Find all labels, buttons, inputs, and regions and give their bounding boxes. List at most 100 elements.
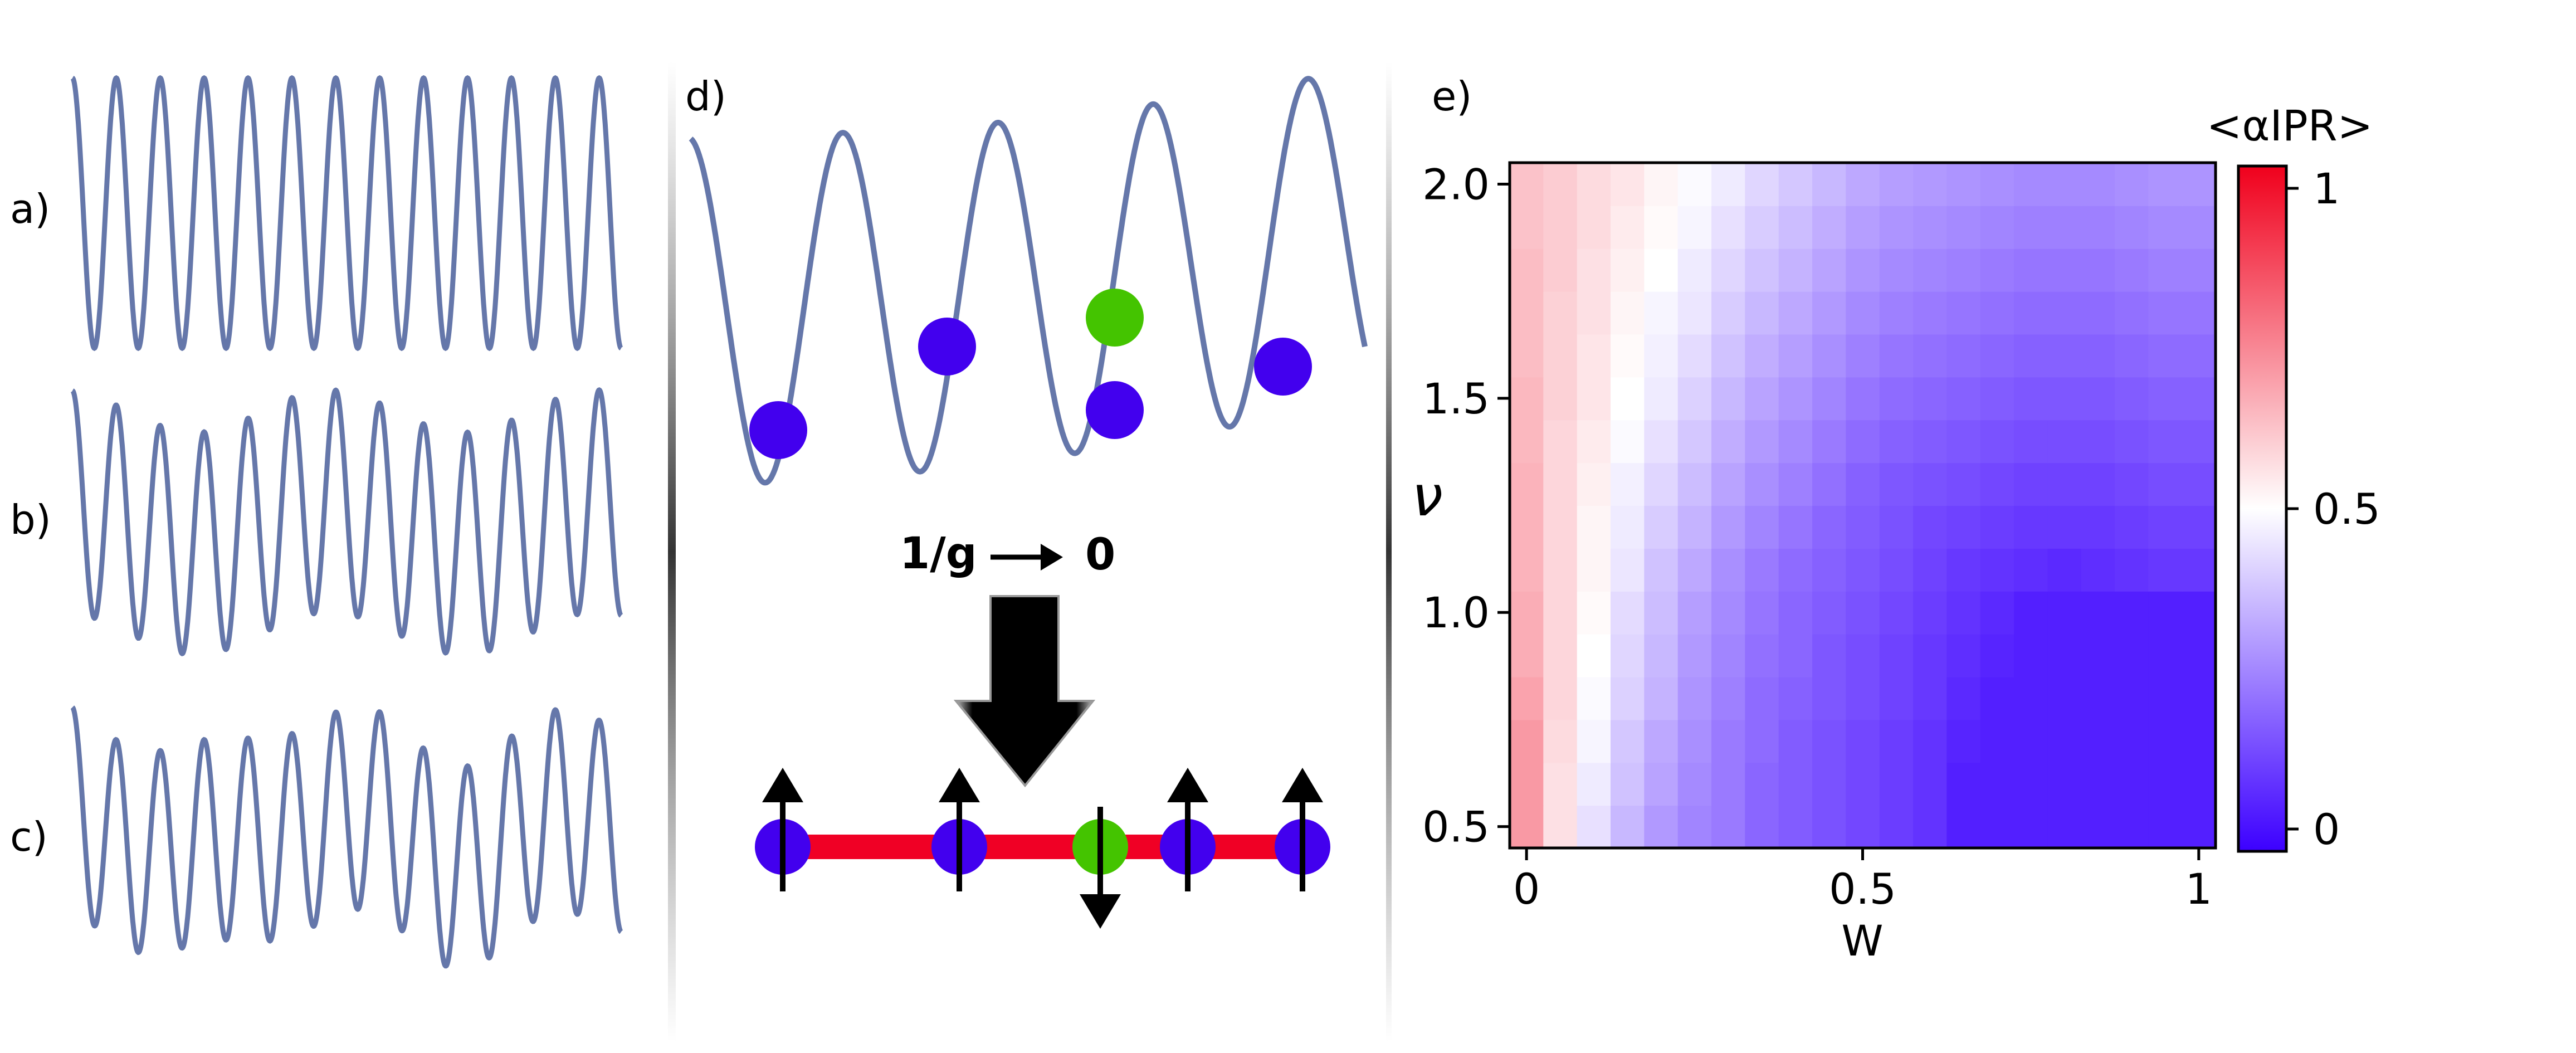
heatmap-cell (1980, 377, 2014, 421)
heatmap-cell (1745, 505, 1779, 549)
heatmap-cell (1543, 163, 1578, 206)
heatmap-cell (1913, 762, 1948, 806)
heatmap-cell (2148, 676, 2183, 720)
heatmap-cell (1677, 719, 1712, 763)
heatmap-cell (1980, 719, 2014, 763)
heatmap-cell (2182, 334, 2216, 378)
heatmap-cell (1577, 334, 1611, 378)
spin-site-down (1072, 807, 1128, 929)
heatmap-cell (2148, 420, 2183, 464)
heatmap-cell (1644, 633, 1679, 677)
heatmap-cell (1846, 462, 1880, 506)
colorbar-tick-label: 1 (2313, 164, 2340, 213)
panel-label-c: c) (10, 813, 48, 860)
heatmap-cell (1611, 377, 1645, 421)
heatmap-cell (1644, 163, 1679, 206)
heatmap-cell (2115, 805, 2149, 849)
y-tick-label: 0.5 (1422, 802, 1490, 852)
heatmap-cell (1611, 719, 1645, 763)
heatmap-cell (2148, 248, 2183, 292)
heatmap-cell (2081, 205, 2115, 249)
heatmap-cell (1745, 719, 1779, 763)
heatmap-cell (1543, 291, 1578, 335)
heatmap-cell (1980, 591, 2014, 635)
heatmap-cell (1913, 420, 1948, 464)
heatmap-cell (1711, 719, 1746, 763)
heatmap-cell (1677, 462, 1712, 506)
heatmap-cell (1510, 505, 1544, 549)
heatmap-cell (1677, 633, 1712, 677)
heatmap-cell (1543, 377, 1578, 421)
panel-separator-left (668, 61, 676, 1042)
heatmap-cell (2115, 676, 2149, 720)
heatmap-cell (2081, 420, 2115, 464)
heatmap-cell (1778, 334, 1813, 378)
heatmap-cell (1510, 377, 1544, 421)
heatmap-cell (1778, 548, 1813, 592)
heatmap-cell (1879, 676, 1914, 720)
heatmap-cell (1812, 762, 1847, 806)
heatmap-cell (1778, 205, 1813, 249)
heatmap-cell (2115, 420, 2149, 464)
heatmap-cell (1913, 291, 1948, 335)
panel-label-d: d) (685, 73, 726, 120)
heatmap-cell (2014, 805, 2048, 849)
heatmap-cell (1510, 548, 1544, 592)
panel-label-e: e) (1432, 73, 1472, 120)
heatmap-cell (1577, 462, 1611, 506)
heatmap-cell (1980, 462, 2014, 506)
heatmap-cell (1946, 676, 1981, 720)
heatmap-cell (1879, 633, 1914, 677)
heatmap-cell (1879, 291, 1914, 335)
heatmap-cell (1611, 633, 1645, 677)
heatmap-cell (1745, 420, 1779, 464)
heatmap-cell (1778, 676, 1813, 720)
heatmap-cell (1913, 719, 1948, 763)
heatmap-cell (2182, 505, 2216, 549)
heatmap-cell (1846, 163, 1880, 206)
heatmap-cell (1812, 163, 1847, 206)
heatmap-cell (1543, 591, 1578, 635)
heatmap-cell (1812, 462, 1847, 506)
heatmap-cell (2148, 762, 2183, 806)
heatmap-cell (1543, 462, 1578, 506)
heatmap-cell (2047, 377, 2082, 421)
heatmap-cell (1677, 762, 1712, 806)
heatmap-cell (1946, 205, 1981, 249)
heatmap-cell (1745, 676, 1779, 720)
heatmap-cell (1577, 633, 1611, 677)
heatmap-cell (2014, 633, 2048, 677)
heatmap-cell (1644, 805, 1679, 849)
heatmap-cell (1812, 805, 1847, 849)
heatmap-cell (1644, 334, 1679, 378)
heatmap-cell (1510, 291, 1544, 335)
trap-potential-curve-d (689, 76, 1368, 486)
heatmap-cell (1611, 163, 1645, 206)
heatmap-cell (1812, 505, 1847, 549)
heatmap-cell (1778, 163, 1813, 206)
spin-site-up (1275, 768, 1330, 891)
heatmap-cell (2047, 248, 2082, 292)
heatmap-cell (1913, 462, 1948, 506)
heatmap-cell (1846, 548, 1880, 592)
x-axis-label: W (1841, 916, 1883, 966)
heatmap-cell (1846, 633, 1880, 677)
heatmap-cell (2014, 505, 2048, 549)
panel-label-b: b) (10, 496, 51, 543)
heatmap-cell (1644, 719, 1679, 763)
heatmap-cell (1846, 591, 1880, 635)
heatmap-cell (1812, 248, 1847, 292)
heatmap-cell (2148, 462, 2183, 506)
heatmap-cell (1879, 163, 1914, 206)
heatmap-cell (1510, 676, 1544, 720)
arrow-label-inverse-g: 1/g (900, 529, 977, 579)
heatmap-cell (1846, 762, 1880, 806)
heatmap-cell (2014, 377, 2048, 421)
heatmap-cell (1980, 291, 2014, 335)
disordered-lattice-curve-c (70, 705, 623, 969)
heatmap-cell (2182, 163, 2216, 206)
heatmap-cell (1577, 163, 1611, 206)
heatmap-cell (1577, 377, 1611, 421)
heatmap-cell (1745, 377, 1779, 421)
heatmap-cell (1745, 548, 1779, 592)
